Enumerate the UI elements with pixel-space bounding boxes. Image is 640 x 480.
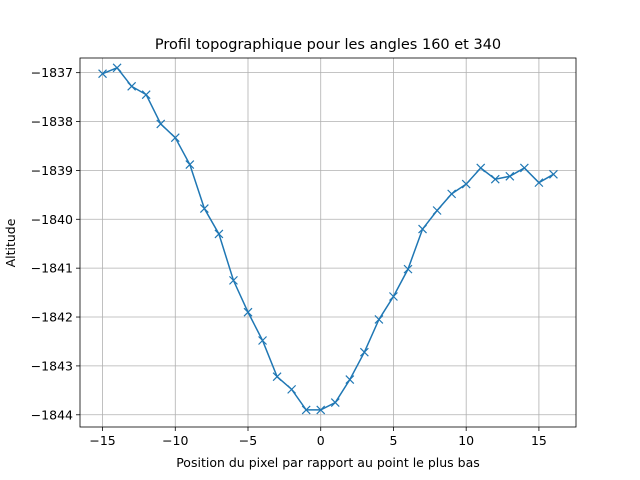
data-point-marker bbox=[98, 69, 107, 79]
series-line bbox=[102, 66, 554, 411]
data-point-marker bbox=[243, 307, 253, 317]
data-point-marker bbox=[214, 229, 224, 239]
x-tick-label: 5 bbox=[389, 433, 397, 448]
y-axis-label: Altitude bbox=[3, 218, 18, 267]
data-point-marker bbox=[549, 169, 558, 179]
data-point-marker bbox=[112, 63, 122, 73]
grid bbox=[80, 58, 576, 427]
series-altitude bbox=[98, 63, 558, 415]
x-tick-label: 15 bbox=[531, 433, 547, 448]
data-point-marker bbox=[389, 292, 398, 301]
plot-frame bbox=[79, 57, 577, 428]
data-point-marker bbox=[461, 179, 471, 189]
data-point-marker bbox=[447, 189, 457, 199]
x-tick-label: −10 bbox=[162, 433, 188, 448]
data-point-marker bbox=[156, 119, 166, 129]
chart-title: Profil topographique pour les angles 160… bbox=[155, 37, 501, 53]
data-point-marker bbox=[316, 405, 326, 415]
y-tick-label: −1840 bbox=[31, 212, 73, 227]
data-point-marker bbox=[374, 315, 384, 324]
data-point-marker bbox=[141, 90, 151, 100]
data-point-marker bbox=[301, 405, 311, 415]
data-point-marker bbox=[170, 133, 180, 143]
y-tick-label: −1841 bbox=[31, 261, 73, 276]
data-point-marker bbox=[127, 81, 137, 91]
x-tick-label: 10 bbox=[458, 433, 474, 448]
data-point-marker bbox=[403, 264, 413, 274]
data-point-marker bbox=[199, 204, 209, 213]
data-point-marker bbox=[519, 163, 529, 173]
data-point-marker bbox=[185, 160, 195, 169]
data-point-marker bbox=[229, 275, 238, 285]
y-tick-label: −1843 bbox=[31, 358, 73, 373]
axis-ticks: −15 −10 −5 0 5 10 15 −1837 −1838 −1839 −1840 −1841 −… bbox=[31, 65, 547, 448]
data-point-marker bbox=[258, 336, 267, 345]
data-point-marker bbox=[534, 178, 544, 188]
data-point-marker bbox=[287, 384, 297, 394]
data-point-marker bbox=[505, 171, 515, 181]
y-tick-label: −1837 bbox=[31, 65, 73, 80]
data-point-marker bbox=[476, 163, 486, 173]
x-tick-label: −15 bbox=[89, 433, 115, 448]
x-tick-label: −5 bbox=[239, 433, 257, 448]
data-point-marker bbox=[272, 372, 282, 382]
data-point-marker bbox=[345, 375, 355, 385]
x-axis-label: Position du pixel par rapport au point l… bbox=[176, 455, 480, 470]
y-tick-label: −1842 bbox=[31, 310, 73, 325]
y-tick-label: −1844 bbox=[31, 407, 73, 422]
y-tick-label: −1838 bbox=[31, 114, 73, 129]
y-tick-label: −1839 bbox=[31, 163, 73, 178]
data-point-marker bbox=[418, 224, 427, 234]
x-tick-label: 0 bbox=[317, 433, 325, 448]
data-point-marker bbox=[359, 347, 369, 357]
data-point-marker bbox=[330, 398, 340, 407]
data-point-marker bbox=[432, 206, 442, 215]
data-point-marker bbox=[490, 174, 500, 184]
